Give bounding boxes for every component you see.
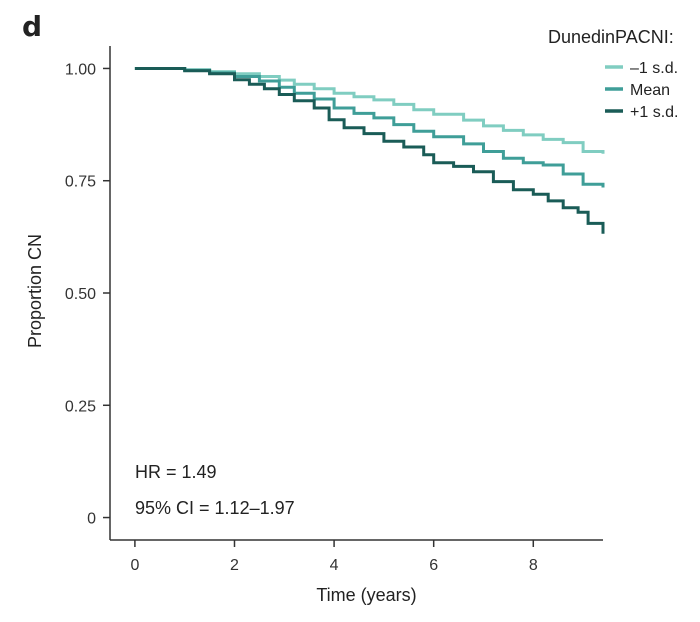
annotations: HR = 1.49 95% CI = 1.12–1.97: [135, 462, 295, 518]
panel-letter: d: [22, 10, 43, 43]
x-tick-label: 0: [130, 557, 139, 574]
x-tick-label: 2: [230, 557, 239, 574]
legend-title: DunedinPACNI:: [548, 27, 674, 47]
y-tick-label: 0: [87, 511, 96, 528]
annotation-text: 95% CI = 1.12–1.97: [135, 498, 295, 518]
series-line-mean: [134, 67, 605, 188]
x-tick-label: 8: [529, 557, 538, 574]
legend: DunedinPACNI: –1 s.d. Mean +1 s.d.: [548, 27, 678, 121]
y-tick-label: 0.50: [65, 286, 96, 303]
series-layer: [134, 67, 605, 234]
x-axis-title: Time (years): [316, 585, 416, 605]
legend-label: Mean: [630, 82, 670, 99]
axes: 0 2 4 6 8 0 0.25 0.50 0.75 1.00 Time (years) Propor…: [25, 46, 603, 605]
legend-label: –1 s.d.: [630, 60, 678, 77]
y-axis-title: Proportion CN: [25, 234, 45, 348]
x-tick-label: 4: [330, 557, 339, 574]
y-tick-label: 0.25: [65, 398, 96, 415]
annotation-text: HR = 1.49: [135, 462, 217, 482]
legend-label: +1 s.d.: [630, 104, 678, 121]
y-tick-label: 1.00: [65, 61, 96, 78]
y-tick-label: 0.75: [65, 174, 96, 191]
series-line--1-s-d-: [134, 67, 605, 234]
series-line--1-s-d-: [134, 67, 605, 154]
x-tick-label: 6: [429, 557, 438, 574]
